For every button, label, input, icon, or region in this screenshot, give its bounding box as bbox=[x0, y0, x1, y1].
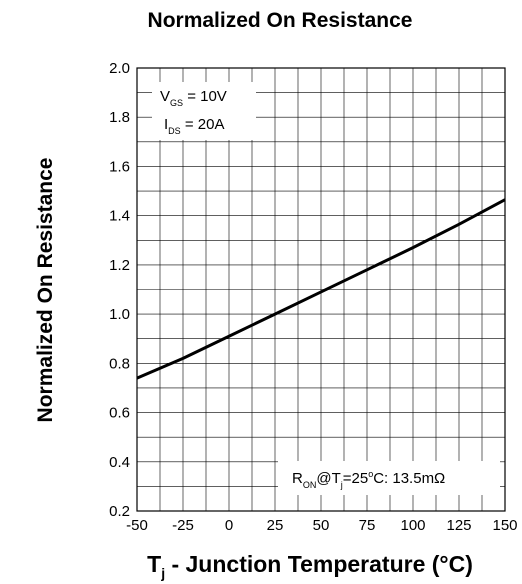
x-tick-label: -50 bbox=[126, 517, 148, 534]
x-axis-label-rest: - Junction Temperature (°C) bbox=[165, 551, 473, 577]
plot-frame bbox=[136, 67, 506, 512]
y-tick-label: 0.8 bbox=[109, 355, 130, 372]
condition-vgs: VGS = 10V bbox=[160, 88, 227, 108]
x-tick-label: 0 bbox=[225, 517, 233, 534]
y-tick-label: 2.0 bbox=[109, 60, 130, 77]
x-tick-label: 125 bbox=[446, 517, 471, 534]
x-tick-label: 25 bbox=[267, 517, 284, 534]
y-tick-label: 1.0 bbox=[109, 306, 130, 323]
series-group bbox=[136, 198, 506, 380]
y-tick-label: 0.6 bbox=[109, 405, 130, 422]
condition-ids-sub: DS bbox=[168, 126, 181, 136]
condition-ids-rest: = 20A bbox=[181, 116, 225, 133]
y-tick-label: 1.4 bbox=[109, 208, 130, 225]
condition-ids-main: I bbox=[164, 116, 168, 133]
ref-post2: C: 13.5mΩ bbox=[373, 470, 445, 487]
x-axis-label: Tj - Junction Temperature (°C) bbox=[147, 551, 473, 581]
y-tick-label: 0.2 bbox=[109, 503, 130, 520]
ref-sup-o: o bbox=[368, 469, 373, 479]
conditions-annotation: VGS = 10V IDS = 20A bbox=[152, 82, 256, 140]
x-axis-label-main: T bbox=[147, 551, 161, 577]
y-axis-label: Normalized On Resistance bbox=[34, 158, 57, 423]
reference-box bbox=[278, 461, 500, 495]
y-tick-label: 1.8 bbox=[109, 109, 130, 126]
x-axis-label-sub: j bbox=[160, 565, 165, 581]
ref-post1: =25 bbox=[343, 470, 368, 487]
chart-title: Normalized On Resistance bbox=[148, 9, 413, 32]
grid-lines bbox=[137, 68, 505, 511]
x-tick-labels: -50 -25 0 25 50 75 100 125 150 bbox=[126, 517, 517, 534]
condition-ids: IDS = 20A bbox=[164, 116, 224, 136]
condition-vgs-main: V bbox=[160, 88, 170, 105]
ref-sub-on: ON bbox=[303, 480, 317, 490]
condition-vgs-sub: GS bbox=[170, 98, 183, 108]
x-tick-label: 75 bbox=[359, 517, 376, 534]
x-tick-label: -25 bbox=[172, 517, 194, 534]
ref-pre: R bbox=[292, 470, 303, 487]
x-tick-label: 100 bbox=[400, 517, 425, 534]
y-tick-label: 0.4 bbox=[109, 454, 130, 471]
reference-text: RON@Tj=25oC: 13.5mΩ bbox=[292, 469, 445, 490]
x-tick-label: 150 bbox=[492, 517, 517, 534]
conditions-box bbox=[152, 82, 256, 140]
x-tick-label: 50 bbox=[313, 517, 330, 534]
ref-sub-j: j bbox=[340, 480, 343, 490]
ref-mid: @T bbox=[316, 470, 340, 487]
y-tick-label: 1.6 bbox=[109, 158, 130, 175]
series-line bbox=[136, 198, 506, 380]
y-tick-labels: 0.2 0.4 0.6 0.8 1.0 1.2 1.4 1.6 1.8 2.0 bbox=[109, 60, 130, 520]
y-tick-label: 1.2 bbox=[109, 257, 130, 274]
condition-vgs-rest: = 10V bbox=[183, 88, 227, 105]
reference-annotation: RON@Tj=25oC: 13.5mΩ bbox=[278, 461, 500, 495]
